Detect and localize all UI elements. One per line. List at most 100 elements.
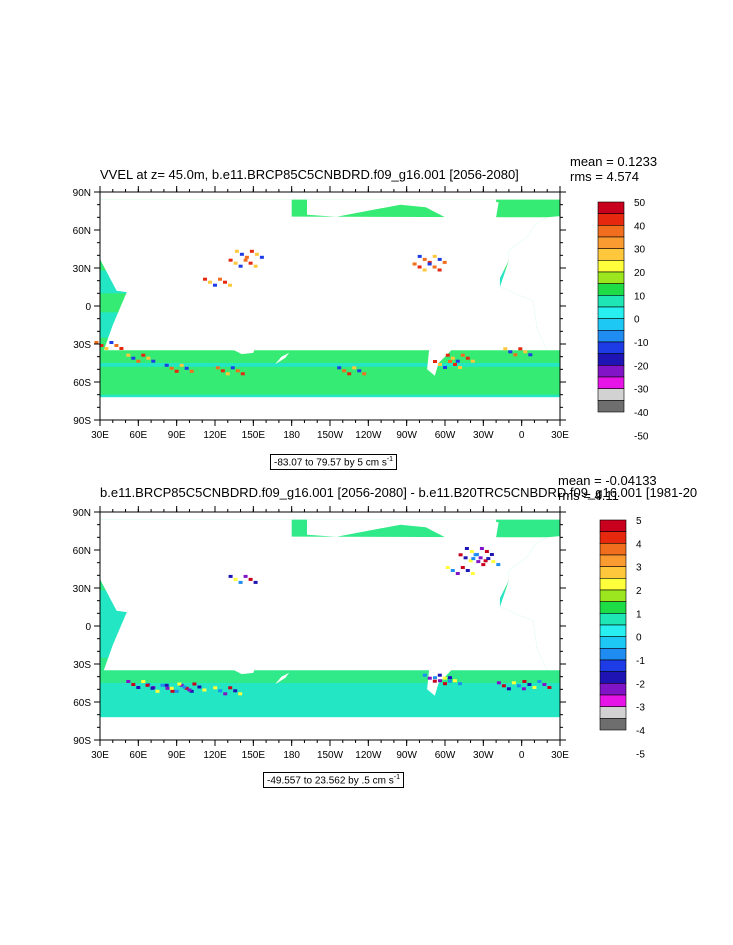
colorbar-box <box>597 248 625 261</box>
rms-label: rms = 4.574 <box>570 169 640 184</box>
colorbar-label: -3 <box>636 703 645 714</box>
speckle <box>442 260 447 264</box>
colorbar-label: -2 <box>636 679 645 690</box>
speckle <box>119 347 124 350</box>
lon-label: 60W <box>435 750 456 761</box>
colorbar-box <box>597 400 625 413</box>
speckle <box>521 687 526 691</box>
land-asia <box>100 199 292 304</box>
lon-label: 30W <box>473 430 494 441</box>
speckle <box>253 264 258 268</box>
colorbar-label: -50 <box>634 431 649 442</box>
speckle <box>417 254 422 258</box>
lat-label: 30N <box>73 264 91 275</box>
speckle <box>164 683 169 687</box>
speckle <box>357 369 362 373</box>
speckle <box>458 366 462 369</box>
speckle <box>468 559 473 563</box>
land-south-america <box>418 290 477 376</box>
speckle <box>253 580 258 584</box>
lon-label: 30E <box>91 750 109 761</box>
speckle <box>197 685 202 689</box>
speckle <box>547 686 552 689</box>
lat-label: 90N <box>73 508 91 519</box>
land-greenland <box>432 202 499 230</box>
speckle <box>240 372 245 376</box>
colorbar-label: 50 <box>634 198 646 209</box>
mean-label: mean = 0.1233 <box>570 154 658 169</box>
speckle <box>155 689 160 693</box>
colorbar-label: 1 <box>636 609 642 620</box>
speckle <box>496 681 501 685</box>
colorbar-label: -1 <box>636 656 645 667</box>
speckle <box>151 359 156 363</box>
speckle <box>501 684 506 688</box>
land-africa-west-edge <box>499 216 560 351</box>
speckle <box>189 369 194 373</box>
contour-range-box: -83.07 to 79.57 by 5 cm s-1 <box>270 454 398 471</box>
speckle <box>433 360 437 363</box>
speckle <box>437 268 442 272</box>
speckle <box>254 252 259 256</box>
lon-label: 150E <box>242 430 266 441</box>
panel-title: VVEL at z= 45.0m, b.e11.BRCP85C5CNBDRD.f… <box>100 167 519 182</box>
lon-label: 150W <box>317 750 344 761</box>
lon-label: 120W <box>355 430 382 441</box>
lon-label: 120W <box>355 750 382 761</box>
speckle <box>518 347 523 351</box>
speckle <box>347 372 352 376</box>
speckle <box>478 556 483 560</box>
speckle <box>165 686 170 690</box>
speckle <box>213 283 217 287</box>
colorbar-box <box>597 225 625 238</box>
speckle <box>104 347 109 350</box>
speckle <box>432 265 437 269</box>
land-north-america <box>307 199 497 296</box>
rms-label: rms = 4.11 <box>558 488 619 503</box>
colorbar-label: 0 <box>634 315 640 326</box>
land-madagascar <box>116 321 126 338</box>
colorbar-label: 2 <box>636 586 642 597</box>
lon-label: 30E <box>91 430 109 441</box>
speckle <box>126 680 131 683</box>
speckle <box>469 550 474 553</box>
speckle <box>179 363 184 367</box>
speckle <box>145 683 150 687</box>
land-indonesia <box>183 619 244 638</box>
lon-label: 180 <box>283 750 300 761</box>
speckle <box>136 359 141 363</box>
land-japan <box>227 249 244 267</box>
speckle <box>233 689 238 693</box>
colorbar-label: 30 <box>634 245 646 256</box>
lon-label: 60W <box>435 430 456 441</box>
speckle <box>516 684 521 688</box>
speckle <box>239 252 244 256</box>
speckle <box>249 249 254 253</box>
speckle <box>437 673 442 677</box>
lon-label: 0 <box>519 430 525 441</box>
lon-label: 90E <box>168 430 186 441</box>
speckle <box>164 363 169 367</box>
speckle <box>532 686 537 689</box>
colorbar-box <box>597 283 625 296</box>
speckle <box>179 683 184 687</box>
speckle <box>202 688 207 692</box>
speckle <box>136 686 141 689</box>
speckle <box>233 577 238 581</box>
land-africa-west-edge <box>499 536 560 671</box>
speckle <box>187 688 192 692</box>
land-antarctica <box>100 397 560 420</box>
range-superscript: -1 <box>386 456 394 463</box>
speckle <box>458 553 463 557</box>
colorbar-box <box>597 388 625 401</box>
lat-label: 60S <box>73 378 91 389</box>
speckle <box>234 249 239 253</box>
speckle <box>422 257 427 261</box>
colorbar-box <box>597 353 625 366</box>
speckle <box>542 683 547 686</box>
speckle <box>109 341 114 344</box>
speckle <box>235 369 240 373</box>
speckle <box>99 344 104 347</box>
speckle <box>131 356 136 360</box>
